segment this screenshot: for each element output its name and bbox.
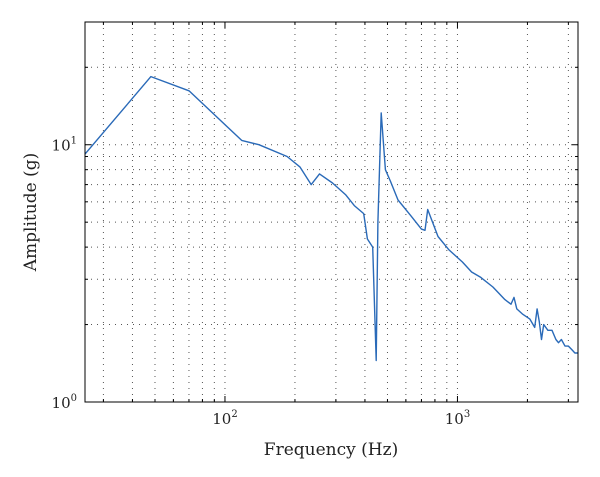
x-tick-label: 103 bbox=[445, 409, 470, 428]
tick-labels: 102 103 100 101 bbox=[52, 136, 471, 428]
y-tick-label: 100 bbox=[52, 393, 77, 412]
x-tick-label: 102 bbox=[212, 409, 237, 428]
series-layer bbox=[84, 75, 578, 362]
y-axis-title: Amplitude (g) bbox=[21, 153, 41, 272]
series-line bbox=[84, 75, 578, 362]
y-tick-label: 101 bbox=[52, 136, 77, 155]
x-axis-title: Frequency (Hz) bbox=[264, 440, 398, 460]
plot-frame bbox=[84, 21, 579, 403]
